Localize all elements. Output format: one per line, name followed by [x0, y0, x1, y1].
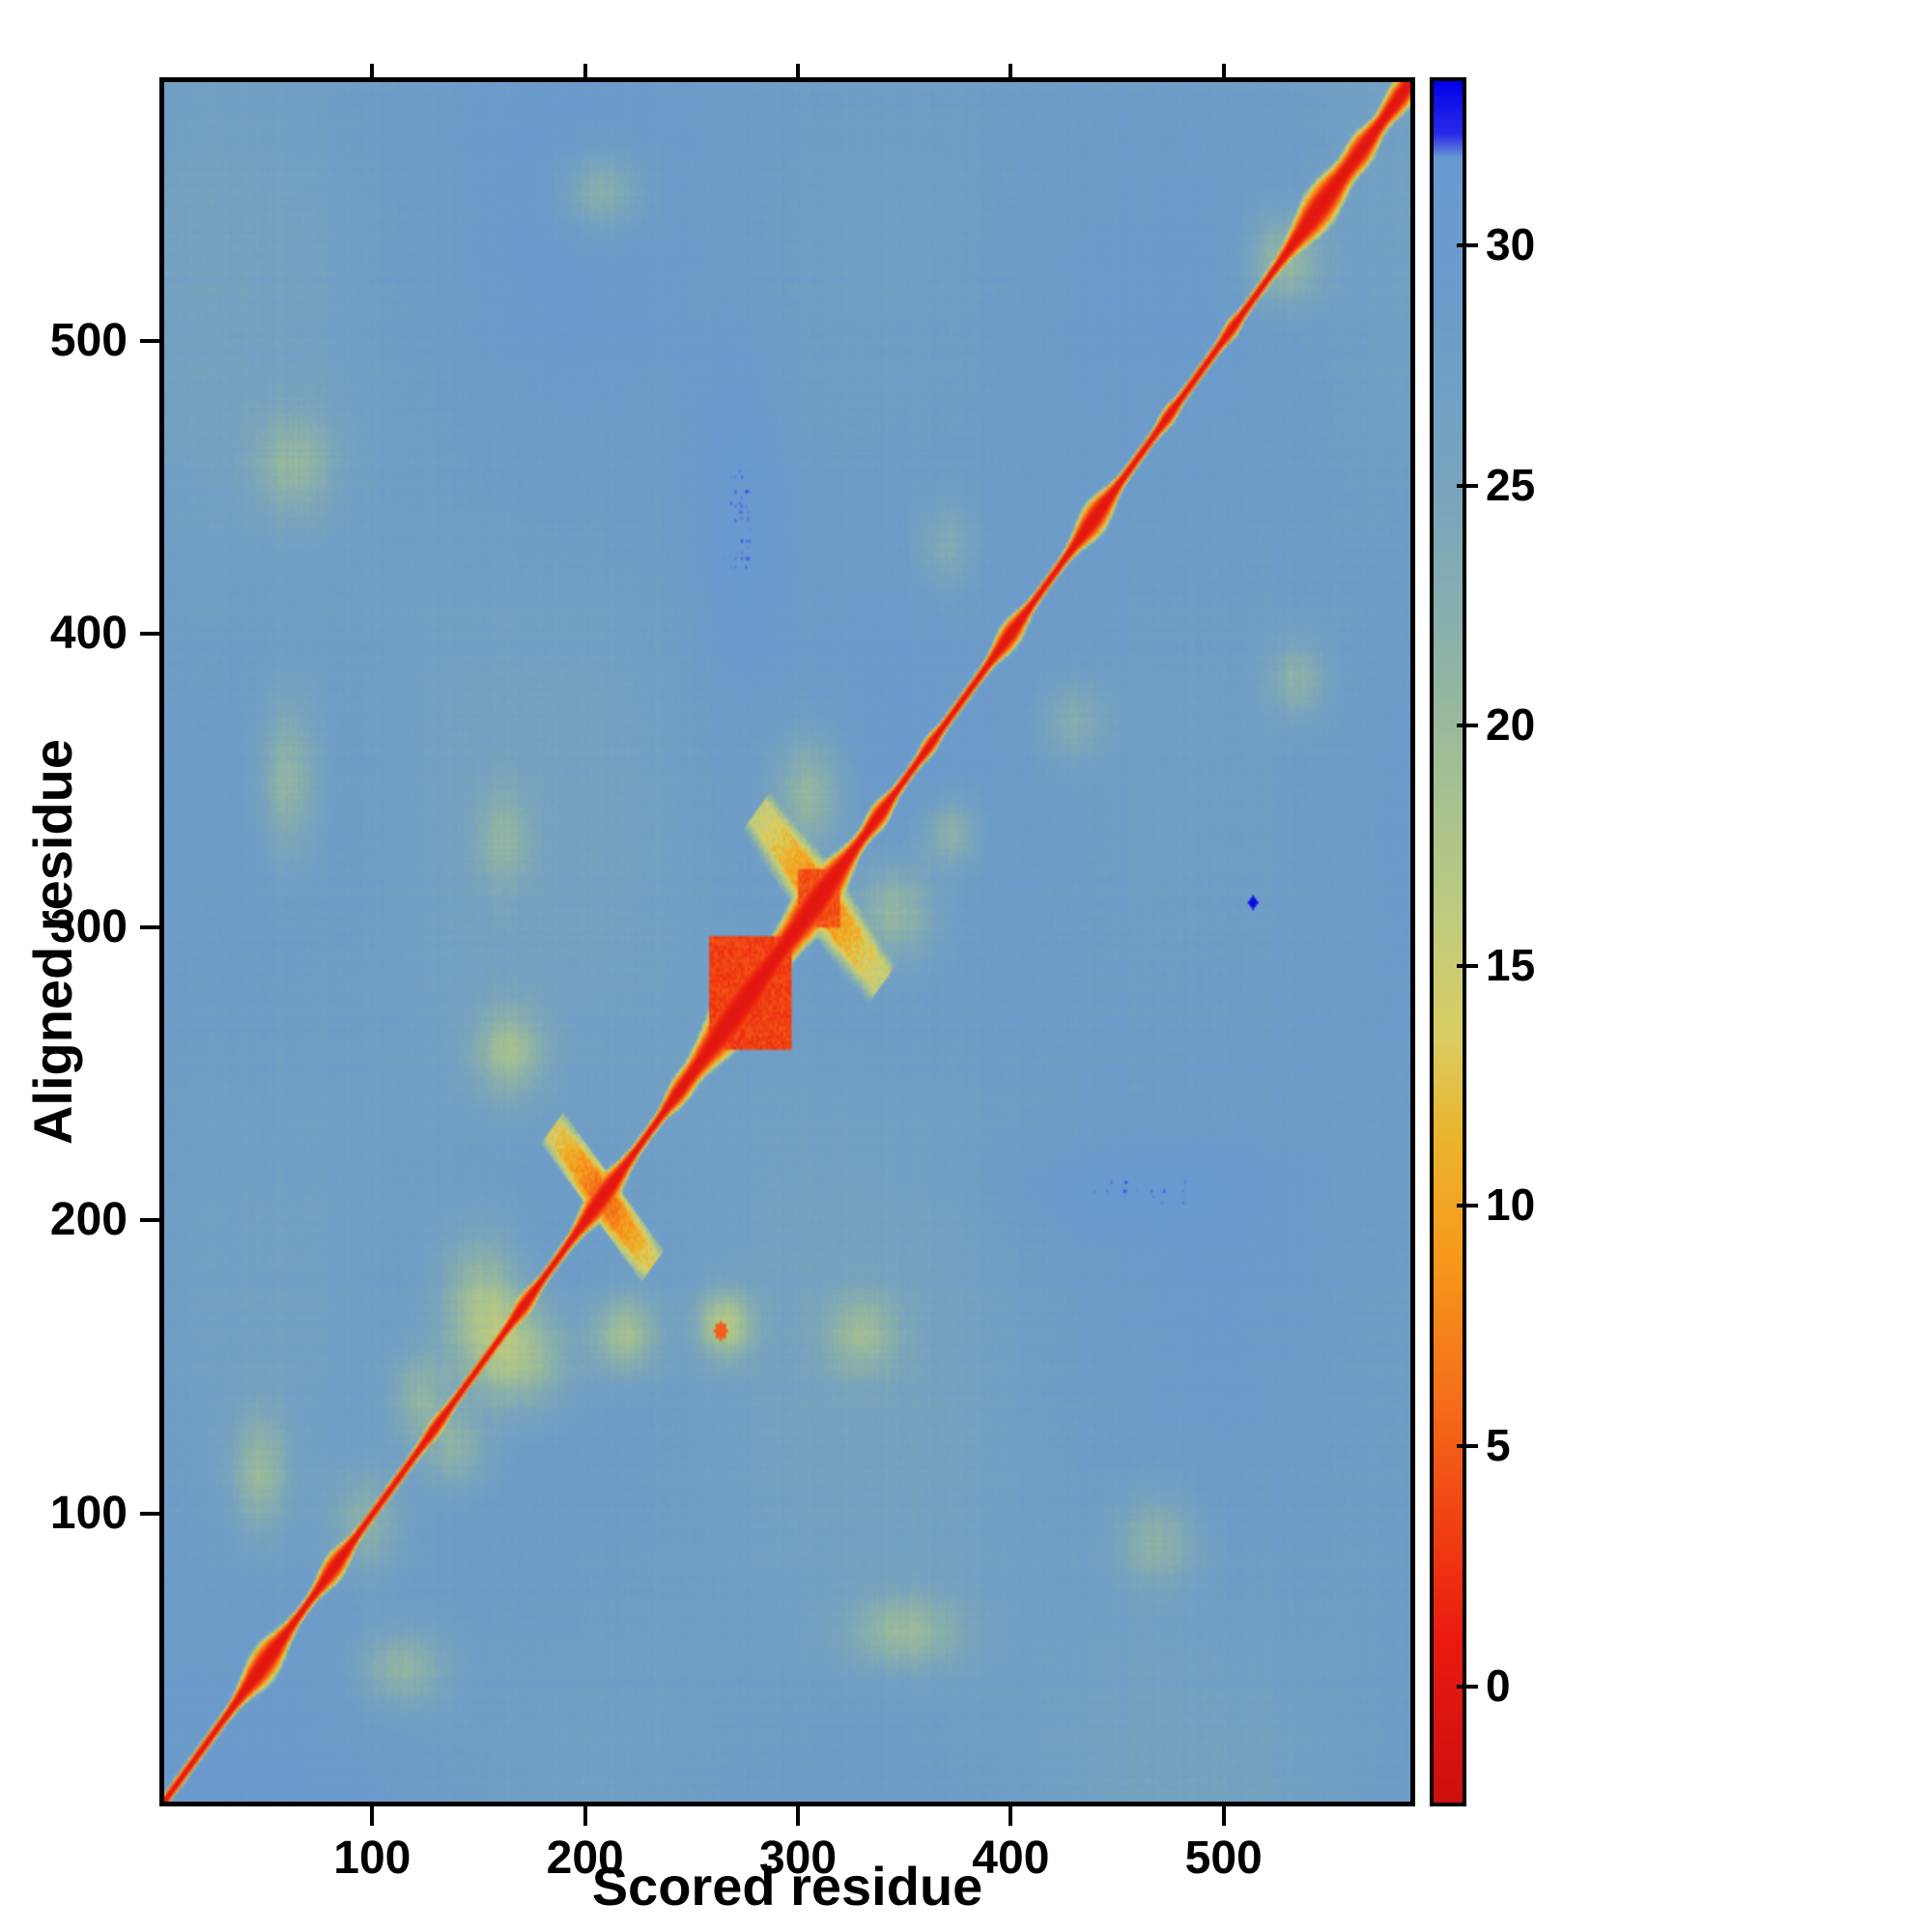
- colorbar-tick-label: 0: [1486, 1660, 1511, 1711]
- y-tick-label: 400: [49, 608, 128, 660]
- colorbar-tick-mark: [1457, 243, 1478, 248]
- x-tick-mark-top: [1221, 64, 1226, 77]
- colorbar-tick-mark: [1457, 1684, 1478, 1689]
- y-tick-mark-left: [140, 924, 159, 929]
- y-tick-mark-left: [140, 632, 159, 637]
- x-tick-label: 200: [546, 1833, 624, 1884]
- x-tick-mark-bottom: [370, 1806, 375, 1826]
- colorbar-tick-label: 20: [1486, 699, 1536, 751]
- colorbar-tick-mark: [1457, 483, 1478, 488]
- y-tick-mark-left: [140, 1218, 159, 1223]
- x-tick-label: 100: [333, 1833, 412, 1884]
- y-tick-label: 200: [49, 1194, 128, 1246]
- x-axis-title: Scored residue: [591, 1856, 983, 1917]
- x-tick-mark-bottom: [582, 1806, 587, 1826]
- x-tick-mark-bottom: [1009, 1806, 1013, 1826]
- x-tick-label: 400: [972, 1833, 1050, 1884]
- y-tick-mark-left: [140, 1511, 159, 1516]
- heatmap-canvas: [164, 82, 1410, 1802]
- y-tick-label: 300: [49, 900, 128, 952]
- x-tick-label: 300: [758, 1833, 838, 1884]
- x-tick-mark-top: [1009, 64, 1013, 77]
- x-tick-mark-top: [582, 64, 587, 77]
- plot-area: [159, 77, 1415, 1806]
- y-tick-label: 500: [49, 315, 128, 367]
- colorbar-tick-label: 15: [1486, 939, 1536, 990]
- colorbar-tick-label: 5: [1486, 1420, 1511, 1471]
- colorbar-tick-label: 30: [1486, 219, 1536, 270]
- colorbar-gradient-canvas: [1434, 81, 1463, 1803]
- colorbar-tick-label: 10: [1486, 1179, 1536, 1231]
- y-tick-label: 100: [49, 1487, 128, 1539]
- colorbar-tick-mark: [1457, 963, 1478, 968]
- colorbar-tick-mark: [1457, 1444, 1478, 1449]
- colorbar-tick-mark: [1457, 1204, 1478, 1208]
- x-tick-mark-bottom: [796, 1806, 801, 1826]
- colorbar-tick-label: 25: [1486, 459, 1536, 510]
- x-tick-label: 500: [1184, 1833, 1263, 1884]
- x-tick-mark-bottom: [1221, 1806, 1226, 1826]
- y-tick-mark-left: [140, 339, 159, 344]
- colorbar: [1430, 77, 1466, 1806]
- x-tick-mark-top: [796, 64, 801, 77]
- x-tick-mark-top: [370, 64, 375, 77]
- colorbar-tick-mark: [1457, 724, 1478, 728]
